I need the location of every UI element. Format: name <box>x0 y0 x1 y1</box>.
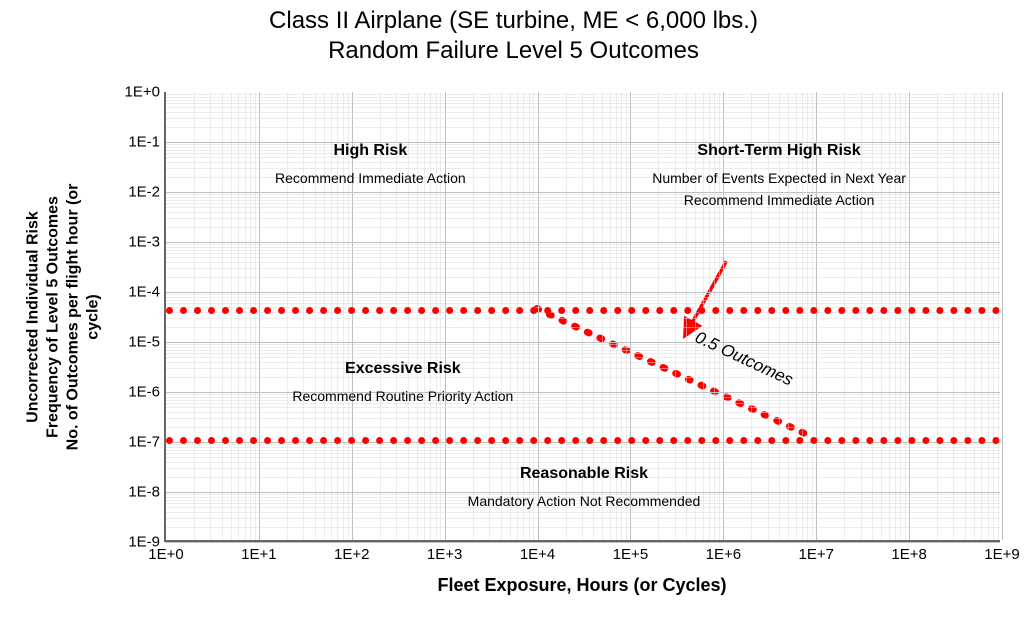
gridline-minor-v <box>953 92 954 540</box>
y-tick: 1E-9 <box>128 534 166 551</box>
gridline-h <box>166 542 1000 543</box>
gridline-minor-h <box>166 97 1000 98</box>
region-label: Excessive RiskRecommend Routine Priority… <box>253 360 553 408</box>
gridline-minor-h <box>166 257 1000 258</box>
gridline-minor-h <box>166 407 1000 408</box>
x-axis-label: Fleet Exposure, Hours (or Cycles) <box>164 575 1000 596</box>
chart-canvas: Class II Airplane (SE turbine, ME < 6,00… <box>0 0 1027 644</box>
gridline-minor-h <box>166 268 1000 269</box>
gridline-minor-v <box>194 92 195 540</box>
x-tick: 1E+7 <box>798 540 833 563</box>
gridline-minor-h <box>166 318 1000 319</box>
gridline-minor-h <box>166 450 1000 451</box>
ylabel-line3: No. of Outcomes per flight hour (or <box>64 184 81 451</box>
gridline-h <box>166 242 1000 243</box>
region-label: High RiskRecommend Immediate Action <box>220 142 520 190</box>
chart-title: Class II Airplane (SE turbine, ME < 6,00… <box>0 6 1027 66</box>
gridline-minor-h <box>166 300 1000 301</box>
gridline-minor-h <box>166 103 1000 104</box>
gridline-minor-h <box>166 218 1000 219</box>
y-tick: 1E-6 <box>128 384 166 401</box>
gridline-minor-h <box>166 357 1000 358</box>
title-line-2: Random Failure Level 5 Outcomes <box>328 37 699 64</box>
x-tick: 1E+2 <box>334 540 369 563</box>
gridline-minor-h <box>166 127 1000 128</box>
gridline-minor-h <box>166 107 1000 108</box>
gridline-minor-h <box>166 212 1000 213</box>
gridline-minor-h <box>166 253 1000 254</box>
gridline-minor-v <box>965 92 966 540</box>
y-tick: 1E-2 <box>128 184 166 201</box>
y-tick: 1E-3 <box>128 234 166 251</box>
diagonal-label: 0.5 Outcomes <box>692 327 796 390</box>
ylabel-line2: Frequency of Level 5 Outcomes <box>44 196 61 438</box>
gridline-minor-v <box>210 92 211 540</box>
x-tick: 1E+5 <box>613 540 648 563</box>
gridline-minor-h <box>166 347 1000 348</box>
gridline-minor-h <box>166 262 1000 263</box>
gridline-minor-h <box>166 518 1000 519</box>
y-tick: 1E-8 <box>128 484 166 501</box>
gridline-h <box>166 292 1000 293</box>
callout-arrow <box>685 261 727 336</box>
gridline-minor-h <box>166 457 1000 458</box>
region-label: Reasonable RiskMandatory Action Not Reco… <box>434 465 734 513</box>
title-line-1: Class II Airplane (SE turbine, ME < 6,00… <box>269 7 758 34</box>
gridline-v <box>1002 92 1003 540</box>
gridline-h <box>166 342 1000 343</box>
gridline-minor-h <box>166 112 1000 113</box>
gridline-minor-h <box>166 462 1000 463</box>
gridline-minor-h <box>166 427 1000 428</box>
x-tick: 1E+6 <box>706 540 741 563</box>
gridline-minor-v <box>937 92 938 540</box>
y-tick: 1E-7 <box>128 434 166 451</box>
gridline-minor-h <box>166 277 1000 278</box>
gridline-minor-h <box>166 453 1000 454</box>
gridline-minor-h <box>166 303 1000 304</box>
y-axis-label: Uncorrected Individual Risk Frequency of… <box>18 92 108 542</box>
gridline-minor-h <box>166 118 1000 119</box>
gridline-minor-h <box>166 294 1000 295</box>
gridline-minor-h <box>166 412 1000 413</box>
gridline-minor-h <box>166 527 1000 528</box>
gridline-minor-h <box>166 247 1000 248</box>
gridline-minor-h <box>166 418 1000 419</box>
gridline-minor-h <box>166 94 1000 95</box>
gridline-minor-h <box>166 297 1000 298</box>
gridline-minor-h <box>166 344 1000 345</box>
x-tick: 1E+3 <box>427 540 462 563</box>
threshold-upper <box>166 307 1000 314</box>
x-tick: 1E+4 <box>520 540 555 563</box>
ylabel-line1: Uncorrected Individual Risk <box>24 211 41 423</box>
gridline-minor-h <box>166 327 1000 328</box>
x-tick: 1E+1 <box>241 540 276 563</box>
ylabel-line4: cycle) <box>84 294 101 339</box>
gridline-minor-h <box>166 447 1000 448</box>
gridline-minor-v <box>981 92 982 540</box>
gridline-minor-h <box>166 444 1000 445</box>
gridline-minor-v <box>998 92 999 540</box>
gridline-minor-v <box>974 92 975 540</box>
x-tick: 1E+9 <box>984 540 1019 563</box>
gridline-minor-h <box>166 353 1000 354</box>
gridline-minor-h <box>166 100 1000 101</box>
threshold-lower <box>166 437 1000 444</box>
y-tick: 1E-4 <box>128 284 166 301</box>
x-tick: 1E+8 <box>891 540 926 563</box>
gridline-minor-h <box>166 244 1000 245</box>
y-tick: 1E-1 <box>128 134 166 151</box>
gridline-minor-h <box>166 350 1000 351</box>
gridline-minor-h <box>166 227 1000 228</box>
gridline-minor-h <box>166 250 1000 251</box>
gridline-minor-v <box>993 92 994 540</box>
plot-area: 1E+01E+11E+21E+31E+41E+51E+61E+71E+81E+9… <box>164 92 1000 542</box>
y-tick: 1E+0 <box>125 84 166 101</box>
region-label: Short-Term High RiskNumber of Events Exp… <box>629 142 929 211</box>
gridline-minor-v <box>988 92 989 540</box>
y-tick: 1E-5 <box>128 334 166 351</box>
